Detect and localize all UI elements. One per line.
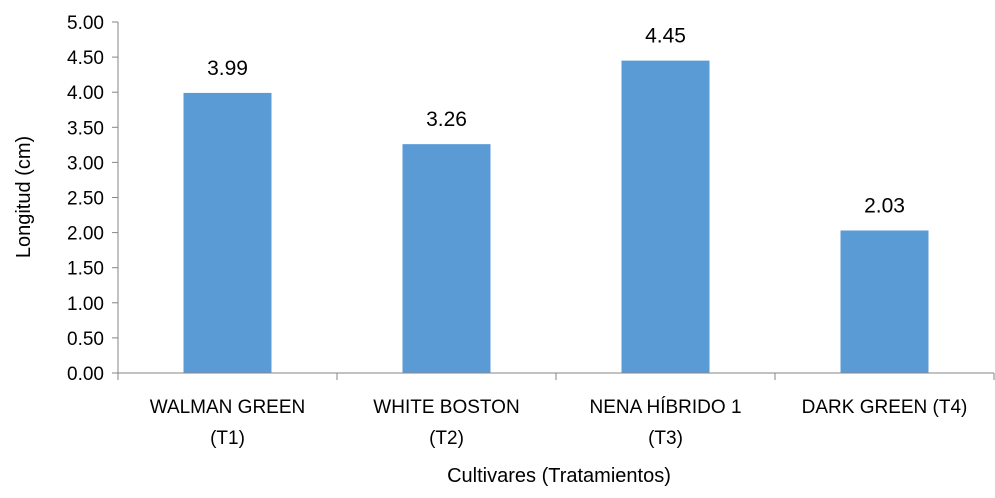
data-label: 3.99 (207, 57, 248, 80)
y-tick-label: 0.50 (67, 329, 104, 350)
bar (183, 92, 272, 373)
x-category-label: NENA HÍBRIDO 1 (589, 397, 741, 418)
axes (117, 22, 995, 380)
bar (402, 144, 491, 373)
x-category-label: (T2) (429, 428, 464, 449)
data-label: 3.26 (426, 108, 467, 131)
y-axis-title: Longitud (cm) (13, 136, 35, 258)
x-axis-categories: WALMAN GREEN (T1) WHITE BOSTON (T2) NENA HÍB… (150, 397, 968, 449)
y-tick-label: 4.00 (67, 83, 104, 104)
y-tick-label: 1.00 (67, 294, 104, 315)
y-tick-label: 3.50 (67, 118, 104, 139)
x-category-label: DARK GREEN (T4) (802, 397, 968, 418)
y-tick-label: 0.00 (67, 364, 104, 385)
x-category-label: WALMAN GREEN (150, 397, 306, 418)
data-label: 4.45 (645, 25, 686, 48)
y-tick-label: 1.50 (67, 259, 104, 280)
y-tick-label: 3.00 (67, 153, 104, 174)
y-tick-label: 2.50 (67, 189, 104, 210)
x-category-label: (T1) (210, 428, 245, 449)
x-category-label: WHITE BOSTON (373, 397, 519, 418)
x-axis-title: Cultivares (Tratamientos) (447, 465, 671, 487)
bar (621, 60, 710, 374)
y-axis-ticks: 0.00 0.50 1.00 1.50 2.00 2.50 3.00 3.50 4.00 4.50… (67, 13, 118, 385)
x-category-label: (T3) (648, 428, 683, 449)
y-tick-label: 2.00 (67, 224, 104, 245)
bar (840, 230, 929, 373)
y-tick-label: 4.50 (67, 48, 104, 69)
data-labels: 3.99 3.26 4.45 2.03 (207, 25, 905, 218)
y-tick-label: 5.00 (67, 13, 104, 34)
bars (183, 60, 929, 374)
data-label: 2.03 (864, 194, 905, 217)
